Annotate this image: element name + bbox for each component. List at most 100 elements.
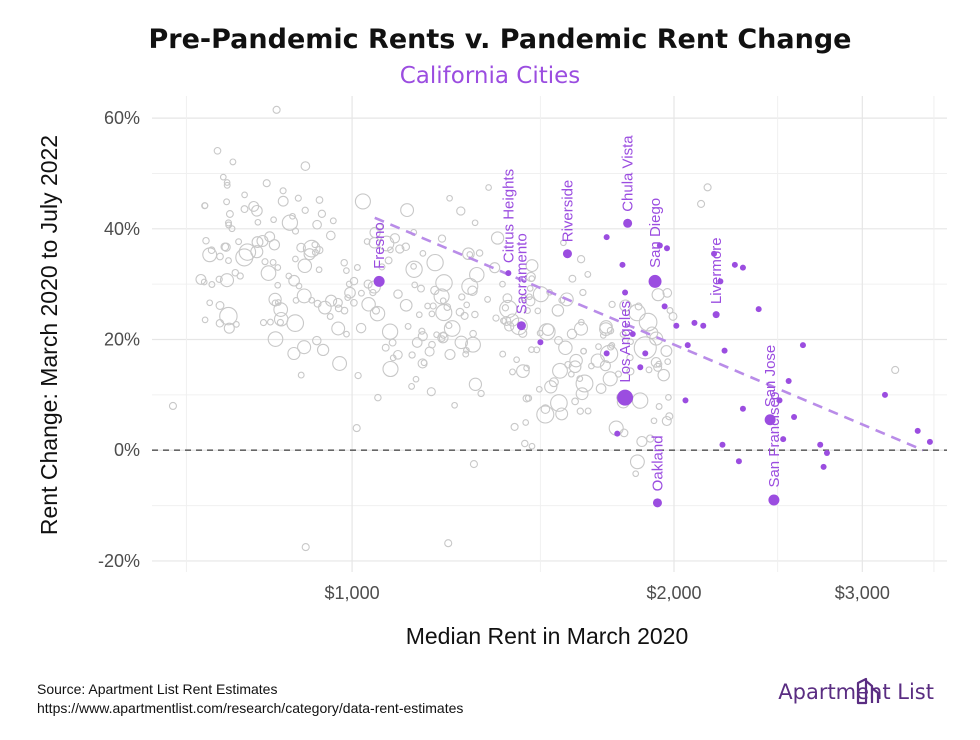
x-tick-label: $3,000 [835, 583, 890, 603]
city-point [608, 300, 616, 309]
city-point [444, 348, 456, 361]
city-point [463, 346, 470, 354]
highlight-point [661, 303, 668, 310]
city-point [202, 236, 210, 245]
city-point [273, 302, 289, 317]
city-point [559, 292, 574, 307]
city-point [455, 307, 465, 317]
city-point [554, 336, 563, 345]
city-point [619, 299, 632, 312]
city-point [276, 318, 284, 326]
city-point [522, 419, 530, 426]
city-point [215, 275, 223, 283]
city-point [229, 158, 237, 166]
city-point [662, 288, 673, 298]
city-point [544, 380, 558, 394]
city-point [343, 267, 350, 274]
city-point [311, 241, 319, 249]
city-point [261, 258, 269, 266]
background-city-points [168, 105, 900, 552]
city-point [619, 330, 627, 338]
city-point [513, 356, 520, 364]
city-point [602, 371, 618, 387]
city-point [361, 297, 376, 312]
city-point [657, 368, 670, 382]
city-point [606, 326, 615, 335]
city-point [525, 259, 539, 273]
city-point-livermore [712, 311, 720, 319]
city-point [316, 343, 330, 357]
city-point [277, 195, 289, 207]
city-point [313, 299, 322, 308]
city-point [382, 360, 399, 378]
city-point [312, 219, 322, 230]
city-point [595, 343, 602, 350]
city-point [469, 266, 485, 283]
city-point [317, 209, 327, 218]
highlight-point [799, 342, 806, 349]
city-point [332, 356, 348, 371]
city-point [429, 302, 437, 310]
highlight-point [820, 463, 827, 470]
city-point [435, 274, 453, 292]
city-label-citrus-heights: Citrus Heights [500, 169, 517, 263]
city-point [354, 193, 371, 210]
city-point-san-francisco [768, 494, 780, 506]
city-point [213, 146, 222, 155]
city-point [289, 212, 296, 220]
city-point [568, 360, 582, 374]
city-point [516, 364, 530, 378]
highlight-point [614, 430, 621, 437]
city-point [506, 313, 520, 327]
city-point [354, 371, 362, 380]
city-point [419, 250, 427, 257]
city-point [668, 311, 678, 321]
other-highlight-points [537, 234, 933, 470]
city-point [665, 394, 672, 401]
highlight-point [735, 458, 742, 465]
city-point [219, 306, 238, 326]
city-point [655, 360, 663, 368]
city-point [484, 295, 492, 303]
city-point [262, 179, 271, 188]
city-point [411, 337, 423, 348]
x-axis-title: Median Rent in March 2020 [406, 623, 689, 649]
city-point [475, 249, 484, 257]
city-point [653, 362, 663, 372]
city-point [292, 255, 299, 263]
city-point [374, 393, 382, 402]
highlight-point [673, 322, 680, 329]
city-label-fresno: Fresno [371, 222, 388, 269]
city-point [285, 272, 293, 280]
city-point [445, 321, 453, 330]
highlight-point [629, 331, 636, 337]
city-point [469, 460, 478, 469]
city-point [201, 202, 209, 209]
city-point [626, 367, 635, 376]
city-point [381, 323, 399, 340]
city-point [576, 407, 584, 415]
city-point [433, 288, 450, 305]
city-point-san-diego [648, 274, 662, 288]
x-tick-labels: $1,000 $2,000 $3,000 [325, 583, 890, 603]
city-point [325, 230, 336, 241]
city-point [443, 320, 461, 337]
city-point [522, 394, 531, 403]
city-point [404, 322, 412, 330]
city-point [524, 307, 531, 315]
city-point [499, 299, 518, 319]
city-point [579, 288, 587, 297]
city-point [340, 258, 348, 267]
city-point [558, 340, 573, 356]
city-point [325, 294, 338, 307]
city-point [426, 387, 436, 397]
city-point [633, 336, 657, 360]
city-point [619, 428, 629, 438]
city-point [627, 338, 634, 346]
city-label-san-francisco: San Francisco [766, 392, 783, 488]
city-point-los-angeles [617, 389, 634, 406]
city-point [460, 311, 469, 320]
source-line-2: https://www.apartmentlist.com/research/c… [37, 700, 463, 716]
city-point [430, 285, 440, 296]
y-tick-labels: -20% 0% 20% 40% 60% [98, 108, 140, 571]
